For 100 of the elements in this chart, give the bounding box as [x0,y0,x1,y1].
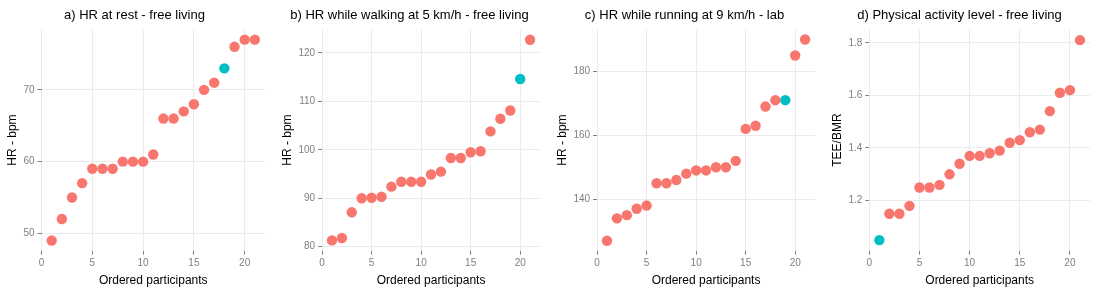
x-axis-title: Ordered participants [651,273,761,288]
point [455,152,466,164]
point [954,158,965,169]
x-tick-label: 5 [368,257,375,269]
point [406,176,417,187]
point [984,148,995,159]
point [158,113,169,124]
point [611,213,623,224]
x-axis-title: Ordered participants [925,273,1035,288]
chart-title: a) HR at rest - free living [64,7,205,23]
x-tick-label: 20 [1064,257,1076,269]
point [994,145,1005,156]
x-tick-label: 10 [964,257,976,269]
point [621,209,632,221]
point [415,176,427,187]
y-tick-label: 1.8 [848,36,863,48]
point [780,94,791,106]
point [601,235,613,246]
point [671,174,682,186]
point [386,181,397,192]
point [475,146,486,157]
x-axis-title: Ordered participants [98,273,208,288]
point [229,41,240,53]
point [1064,84,1076,96]
y-axis-title: HR - bpm [4,114,19,166]
point [944,169,955,180]
point [435,166,447,177]
x-tick-label: 15 [188,257,200,269]
point [1034,124,1046,135]
x-tick-label: 0 [594,257,601,269]
point [117,156,128,167]
point [239,34,250,45]
point [661,178,672,189]
y-tick-label: 1.2 [848,194,863,206]
point [485,126,496,137]
y-tick-label: 80 [303,240,316,252]
point [894,208,905,219]
y-axis-title: HR - bpm [279,114,294,166]
point [127,156,139,167]
x-tick-label: 10 [415,257,428,269]
point [76,177,88,189]
y-tick-label: 160 [573,129,591,141]
chart-title: c) HR while running at 9 km/h - lab [584,7,785,23]
x-tick-label: 5 [89,257,96,269]
point [710,162,722,173]
point [249,34,261,45]
point [690,165,702,176]
point [178,106,189,117]
point [789,50,801,61]
point [1054,87,1066,98]
point [495,113,506,124]
point [137,156,149,167]
point [1014,134,1025,146]
point [964,150,975,162]
x-tick-label: 0 [319,257,326,269]
x-tick-label: 10 [690,257,703,269]
y-axis-title: HR - bpm [554,114,569,166]
y-tick-label: 100 [298,143,316,155]
x-tick-label: 20 [514,257,527,269]
point [730,155,741,167]
point [720,162,732,173]
y-tick-label: 1.6 [848,89,863,101]
point [740,123,751,135]
point [524,34,536,45]
x-tick-label: 0 [866,257,873,269]
point [198,84,210,96]
point [209,77,220,88]
point [904,200,915,212]
chart-title: d) Physical activity level - free living [857,7,1062,23]
point [874,234,885,246]
point [346,207,357,218]
point [425,169,437,180]
point [46,235,57,246]
y-tick-label: 50 [23,227,35,239]
x-axis-title: Ordered participants [376,273,486,288]
y-tick-label: 90 [303,192,316,204]
point [188,99,200,110]
point [445,152,457,164]
point [641,200,652,211]
point [750,120,761,131]
x-tick-label: 5 [643,257,650,269]
x-tick-label: 15 [740,257,752,269]
point [326,235,338,246]
x-tick-label: 15 [465,257,477,269]
point [396,176,407,187]
y-tick-label: 70 [23,83,35,95]
x-tick-label: 20 [239,257,251,269]
point [799,34,811,45]
point [884,208,895,219]
x-tick-label: 15 [1014,257,1026,269]
point [107,163,118,174]
point [1024,127,1036,138]
y-tick-label: 120 [298,46,316,58]
point [934,179,945,191]
point [760,101,771,112]
point [700,165,712,176]
point [87,163,98,174]
x-tick-label: 5 [916,257,923,269]
point [770,94,781,106]
y-axis-title: TEE/BMR [829,113,844,167]
